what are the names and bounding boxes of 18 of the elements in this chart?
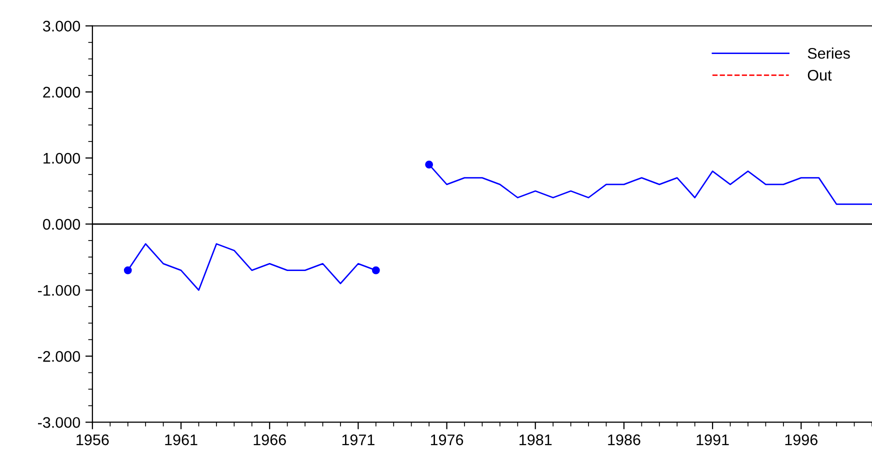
y-tick-label: -1.000 bbox=[38, 284, 80, 296]
y-tick-label: 2.000 bbox=[43, 86, 80, 98]
y-tick-label: -3.000 bbox=[38, 417, 80, 428]
x-tick-label: 1961 bbox=[165, 434, 198, 446]
y-tick-label: 3.000 bbox=[42, 20, 80, 32]
y-tick-label: -2.000 bbox=[38, 351, 80, 362]
y-tick-label: 0.000 bbox=[42, 218, 80, 230]
x-tick-label: 1976 bbox=[430, 434, 464, 446]
x-tick-label: 1991 bbox=[696, 434, 729, 446]
legend-label: Series bbox=[808, 48, 850, 59]
x-tick-label: 1986 bbox=[608, 434, 640, 446]
legend-label: Out bbox=[808, 70, 832, 81]
x-tick-label: 1971 bbox=[342, 434, 374, 446]
x-tick-label: 1981 bbox=[520, 434, 552, 446]
y-tick-label: 1.000 bbox=[44, 152, 80, 164]
x-tick-label: 1996 bbox=[785, 434, 818, 446]
x-tick-label: 1956 bbox=[76, 434, 109, 446]
x-tick-label: 1966 bbox=[254, 434, 286, 446]
